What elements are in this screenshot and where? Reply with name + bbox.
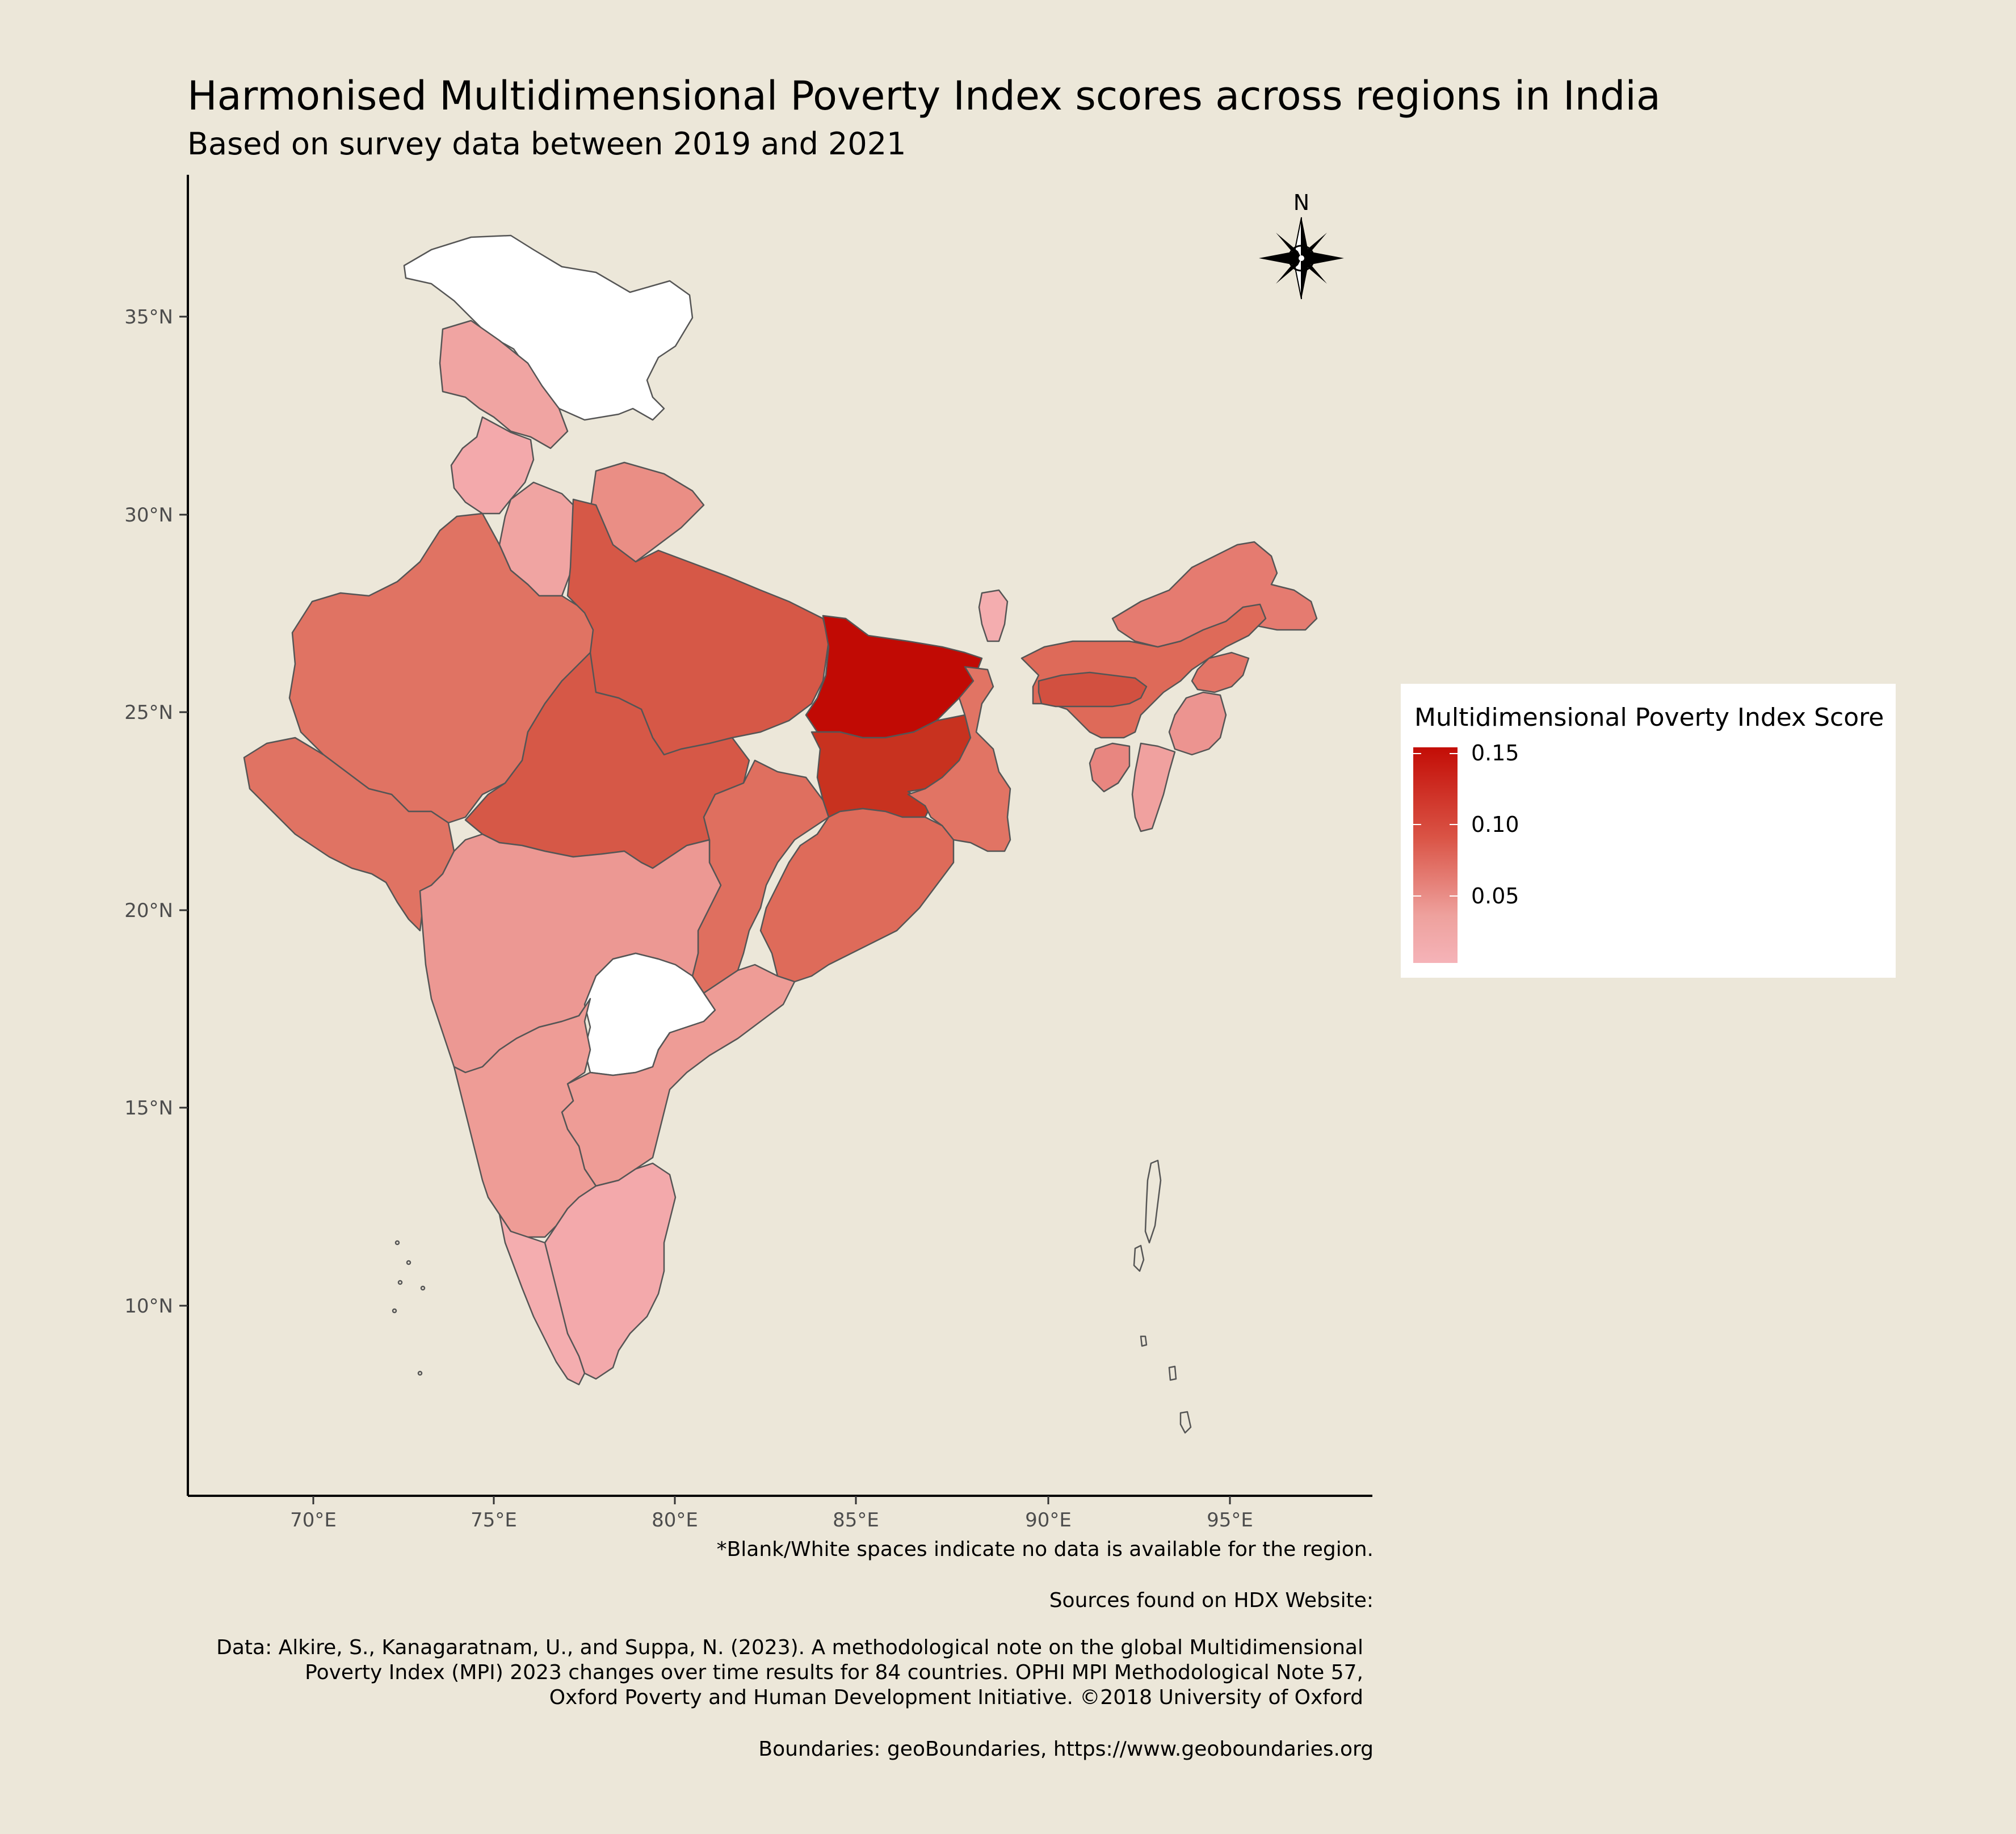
x-axis-ticks xyxy=(312,1496,1231,1504)
x-tick-label: 75°E xyxy=(471,1509,517,1532)
region-odisha xyxy=(759,807,955,983)
region-nagaland xyxy=(1191,651,1250,693)
compass-rose-icon xyxy=(1259,217,1344,300)
region-west-bengal xyxy=(907,666,1011,852)
legend-label: 0.05 xyxy=(1471,884,1519,908)
legend-title: Multidimensional Poverty Index Score xyxy=(1414,703,1884,732)
region-kerala xyxy=(498,1213,586,1386)
boundaries-note: Boundaries: geoBoundaries, https://www.g… xyxy=(758,1738,1374,1761)
citation-line: Poverty Index (MPI) 2023 changes over ti… xyxy=(305,1661,1363,1684)
y-tick-label: 20°N xyxy=(124,899,173,922)
region-mizoram xyxy=(1131,742,1176,832)
blank-note: *Blank/White spaces indicate no data is … xyxy=(716,1538,1374,1561)
data-citation: Data: Alkire, S., Kanagaratnam, U., and … xyxy=(216,1635,1363,1710)
compass-north-label: N xyxy=(1293,190,1309,215)
region-himachal-pradesh xyxy=(439,319,569,449)
citation-line: Data: Alkire, S., Kanagaratnam, U., and … xyxy=(216,1636,1363,1659)
region-karnataka xyxy=(453,998,597,1238)
region-lakshadweep xyxy=(392,1240,426,1376)
y-tick-label: 30°N xyxy=(124,504,173,527)
x-tick-label: 85°E xyxy=(833,1509,879,1532)
region-sikkim xyxy=(978,589,1009,642)
region-andaman-nicobar xyxy=(1133,1159,1192,1434)
y-tick-label: 35°N xyxy=(124,306,173,329)
citation-line: Oxford Poverty and Human Development Ini… xyxy=(549,1686,1363,1709)
region-punjab xyxy=(450,416,535,515)
region-tripura xyxy=(1089,742,1131,793)
legend-colorbar xyxy=(1413,747,1458,963)
y-tick-label: 25°N xyxy=(124,701,173,724)
x-tick-label: 70°E xyxy=(290,1509,337,1532)
x-tick-label: 90°E xyxy=(1025,1509,1072,1532)
y-axis-ticks xyxy=(179,316,188,1307)
legend-label: 0.15 xyxy=(1471,741,1519,765)
y-tick-label: 10°N xyxy=(124,1295,173,1318)
region-manipur xyxy=(1168,691,1227,756)
legend: Multidimensional Poverty Index Score 0.1… xyxy=(1401,684,1896,978)
region-meghalaya xyxy=(1038,671,1148,708)
x-tick-label: 95°E xyxy=(1207,1509,1253,1532)
sources-note: Sources found on HDX Website: xyxy=(1049,1589,1374,1612)
x-tick-label: 80°E xyxy=(652,1509,698,1532)
map-subtitle: Based on survey data between 2019 and 20… xyxy=(187,126,906,162)
map-title: Harmonised Multidimensional Poverty Inde… xyxy=(187,73,1661,119)
legend-label: 0.10 xyxy=(1471,812,1519,837)
y-tick-label: 15°N xyxy=(124,1097,173,1120)
